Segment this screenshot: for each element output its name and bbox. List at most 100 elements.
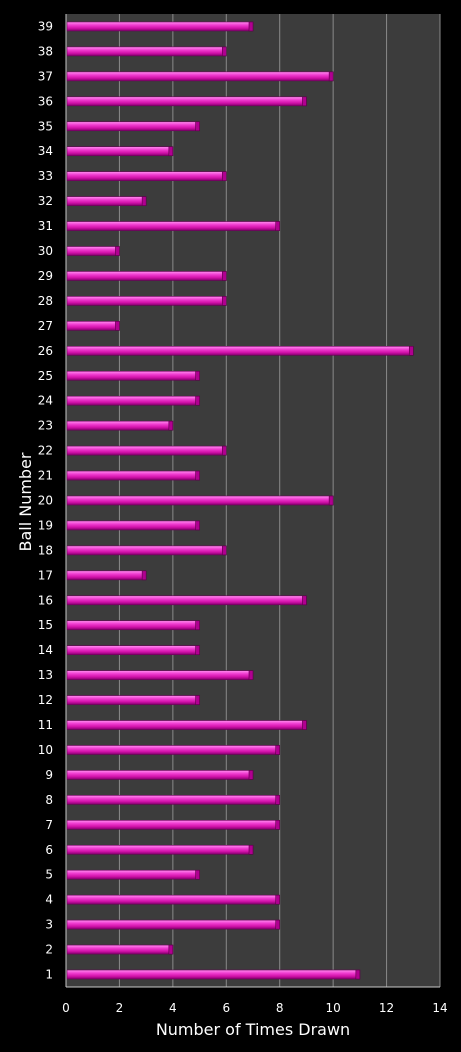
y-tick-label: 33	[38, 169, 53, 183]
bar-end-cap	[328, 495, 334, 506]
bar	[66, 395, 200, 406]
bar	[66, 445, 227, 456]
x-tick-label: 6	[222, 1001, 230, 1015]
bar-end-cap	[221, 171, 227, 181]
x-tick-labels: 0 2 4 6 8 10 12 14	[62, 1001, 447, 1015]
bar-end-cap	[141, 570, 147, 581]
bar-end-cap	[302, 96, 307, 107]
bar-end-cap	[302, 595, 307, 606]
bar-end-cap	[248, 670, 254, 680]
bar	[66, 695, 200, 705]
bar	[66, 745, 281, 755]
bar-end-cap	[195, 470, 200, 481]
y-tick-label: 9	[45, 768, 53, 782]
bar-end-cap	[168, 944, 174, 955]
bar	[66, 21, 254, 32]
y-tick-label: 4	[45, 893, 53, 907]
y-tick-label: 10	[38, 743, 53, 757]
bar	[66, 196, 147, 206]
bar-end-cap	[302, 720, 307, 730]
y-tick-label: 17	[38, 568, 53, 582]
bar-end-cap	[275, 919, 281, 930]
y-tick-labels: 1234567891011121314151617181920212223242…	[38, 19, 53, 981]
bar	[66, 844, 254, 855]
bar	[66, 171, 227, 181]
y-tick-label: 22	[38, 444, 53, 458]
bar-end-cap	[275, 894, 281, 905]
bar	[66, 795, 281, 805]
y-tick-label: 13	[38, 668, 53, 682]
y-tick-label: 24	[38, 394, 53, 408]
bar	[66, 570, 147, 581]
bar	[66, 146, 174, 157]
bar-end-cap	[195, 620, 200, 631]
bar-end-cap	[195, 370, 200, 381]
bar	[66, 221, 281, 231]
y-tick-label: 30	[38, 244, 53, 258]
y-tick-label: 15	[38, 618, 53, 632]
y-tick-label: 19	[38, 518, 53, 532]
bar-end-cap	[115, 246, 120, 256]
bar-end-cap	[221, 445, 227, 456]
bar-end-cap	[275, 820, 281, 830]
bar-end-cap	[248, 770, 254, 780]
y-tick-label: 11	[38, 718, 53, 732]
bar-end-cap	[168, 146, 174, 157]
y-tick-label: 18	[38, 543, 53, 557]
bar	[66, 620, 200, 631]
bar-end-cap	[195, 520, 200, 531]
x-tick-label: 12	[379, 1001, 394, 1015]
bar	[66, 645, 200, 655]
bar	[66, 670, 254, 680]
bar	[66, 346, 414, 356]
x-tick-label: 4	[169, 1001, 177, 1015]
y-tick-label: 21	[38, 469, 53, 483]
bar	[66, 919, 281, 930]
y-tick-label: 7	[45, 818, 53, 832]
x-tick-label: 8	[276, 1001, 284, 1015]
bar-end-cap	[195, 395, 200, 406]
bar	[66, 370, 200, 381]
x-tick-label: 14	[432, 1001, 447, 1015]
y-tick-label: 14	[38, 643, 53, 657]
y-tick-label: 12	[38, 693, 53, 707]
bar	[66, 770, 254, 780]
y-axis-title: Ball Number	[16, 452, 35, 551]
y-tick-label: 25	[38, 369, 53, 383]
y-tick-label: 35	[38, 119, 53, 133]
y-tick-label: 26	[38, 344, 53, 358]
bar	[66, 296, 227, 306]
bar-end-cap	[141, 196, 147, 206]
y-tick-label: 36	[38, 94, 53, 108]
y-tick-label: 32	[38, 194, 53, 208]
y-tick-label: 27	[38, 319, 53, 333]
bar	[66, 969, 361, 980]
bar-end-cap	[248, 844, 254, 855]
bar-end-cap	[195, 645, 200, 655]
y-tick-label: 16	[38, 593, 53, 607]
bar-end-cap	[221, 271, 227, 281]
y-tick-label: 1	[45, 968, 53, 982]
bar-end-cap	[275, 745, 281, 755]
bar	[66, 520, 200, 531]
bar	[66, 271, 227, 281]
y-tick-label: 5	[45, 868, 53, 882]
bar	[66, 894, 281, 905]
y-tick-label: 29	[38, 269, 53, 283]
bar	[66, 495, 334, 506]
y-tick-label: 23	[38, 419, 53, 433]
bar	[66, 595, 307, 606]
bar	[66, 944, 174, 955]
bar	[66, 321, 120, 331]
bar-end-cap	[408, 346, 414, 356]
bar	[66, 96, 307, 107]
bar	[66, 420, 174, 431]
x-tick-label: 10	[326, 1001, 341, 1015]
bar	[66, 720, 307, 730]
y-tick-label: 8	[45, 793, 53, 807]
bar-end-cap	[221, 545, 227, 556]
bar-end-cap	[221, 46, 227, 57]
y-tick-label: 39	[38, 19, 53, 33]
bar-end-cap	[115, 321, 120, 331]
